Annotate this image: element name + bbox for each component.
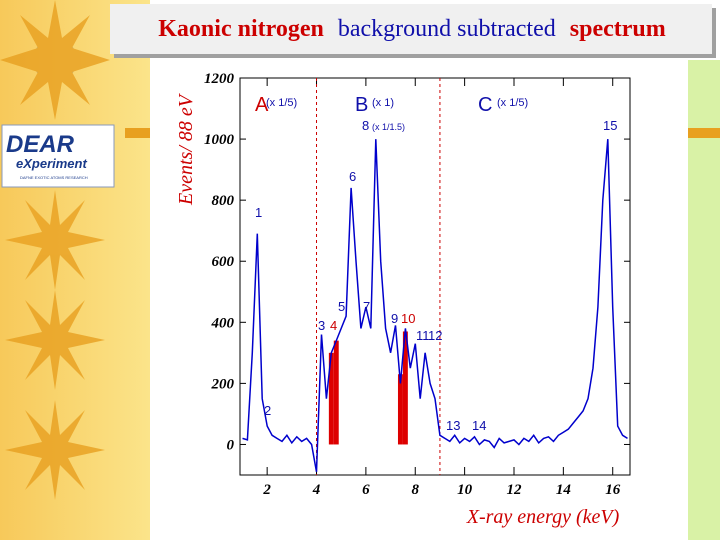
annotation: C — [478, 94, 492, 116]
annotation: (x 1) — [372, 97, 394, 109]
plot-frame — [239, 77, 631, 476]
y-tick-label: 200 — [211, 376, 235, 392]
annotation: (x 1/5) — [266, 97, 297, 109]
y-tick-label: 800 — [212, 193, 235, 209]
highlight-bar — [402, 331, 408, 445]
y-tick-label: 600 — [212, 254, 235, 270]
highlight-bar — [333, 340, 339, 445]
y-tick-label: 400 — [211, 315, 235, 331]
highlight-bar — [328, 352, 334, 445]
right-strip — [688, 60, 720, 540]
y-tick-label: 1200 — [204, 71, 235, 87]
annotation: 10 — [401, 311, 415, 326]
annotation: 15 — [603, 118, 617, 133]
logo-name: DEAR — [6, 131, 75, 158]
x-tick-label: 16 — [605, 482, 621, 498]
title-part: Kaonic nitrogen — [158, 16, 324, 42]
annotation: 5 — [338, 299, 345, 314]
annotation: 6 — [349, 169, 356, 184]
x-axis-label: X-ray energy (keV) — [466, 506, 620, 528]
annotation: 8 — [362, 118, 369, 133]
annotation: 11 — [416, 328, 430, 343]
spectrum-line — [242, 139, 628, 473]
bar-right — [688, 128, 720, 138]
logo-subtitle: eXperiment — [16, 156, 87, 171]
annotation: 12 — [428, 328, 442, 343]
x-tick-label: 12 — [506, 482, 522, 498]
annotation: 13 — [446, 418, 460, 433]
chart-title: Kaonic nitrogen background subtracted sp… — [158, 16, 665, 42]
annotation: 2 — [264, 403, 271, 418]
y-axis-label: Events/ 88 eV — [175, 92, 197, 206]
logo: DEAR eXperiment DAFNE EXOTIC ATOMS RESEA… — [1, 124, 115, 188]
x-tick-label: 2 — [262, 482, 271, 498]
annotation: 1 — [255, 205, 262, 220]
annotation: (x 1/5) — [497, 97, 528, 109]
logo-caption: DAFNE EXOTIC ATOMS RESEARCH — [20, 175, 88, 180]
annotation: (x 1/1.5) — [372, 122, 405, 132]
bar-left — [125, 128, 150, 138]
x-tick-label: 14 — [556, 482, 572, 498]
highlight-bar — [397, 374, 403, 445]
x-tick-label: 4 — [312, 482, 321, 498]
annotation: 7 — [363, 299, 370, 314]
title-part: spectrum — [570, 16, 666, 42]
x-tick-label: 8 — [412, 482, 420, 498]
annotation: 9 — [391, 311, 398, 326]
sun-decorations — [0, 0, 110, 500]
y-tick-label: 0 — [227, 437, 235, 453]
annotation: 4 — [330, 318, 337, 333]
x-tick-label: 10 — [457, 482, 473, 498]
annotation: 14 — [472, 418, 486, 433]
annotation: A — [255, 94, 269, 116]
annotation: 3 — [318, 318, 325, 333]
title-box — [110, 4, 712, 54]
y-tick-label: 1000 — [204, 132, 235, 148]
annotation: B — [355, 94, 368, 116]
x-tick-label: 6 — [362, 482, 370, 498]
title-part: background subtracted — [338, 16, 556, 42]
